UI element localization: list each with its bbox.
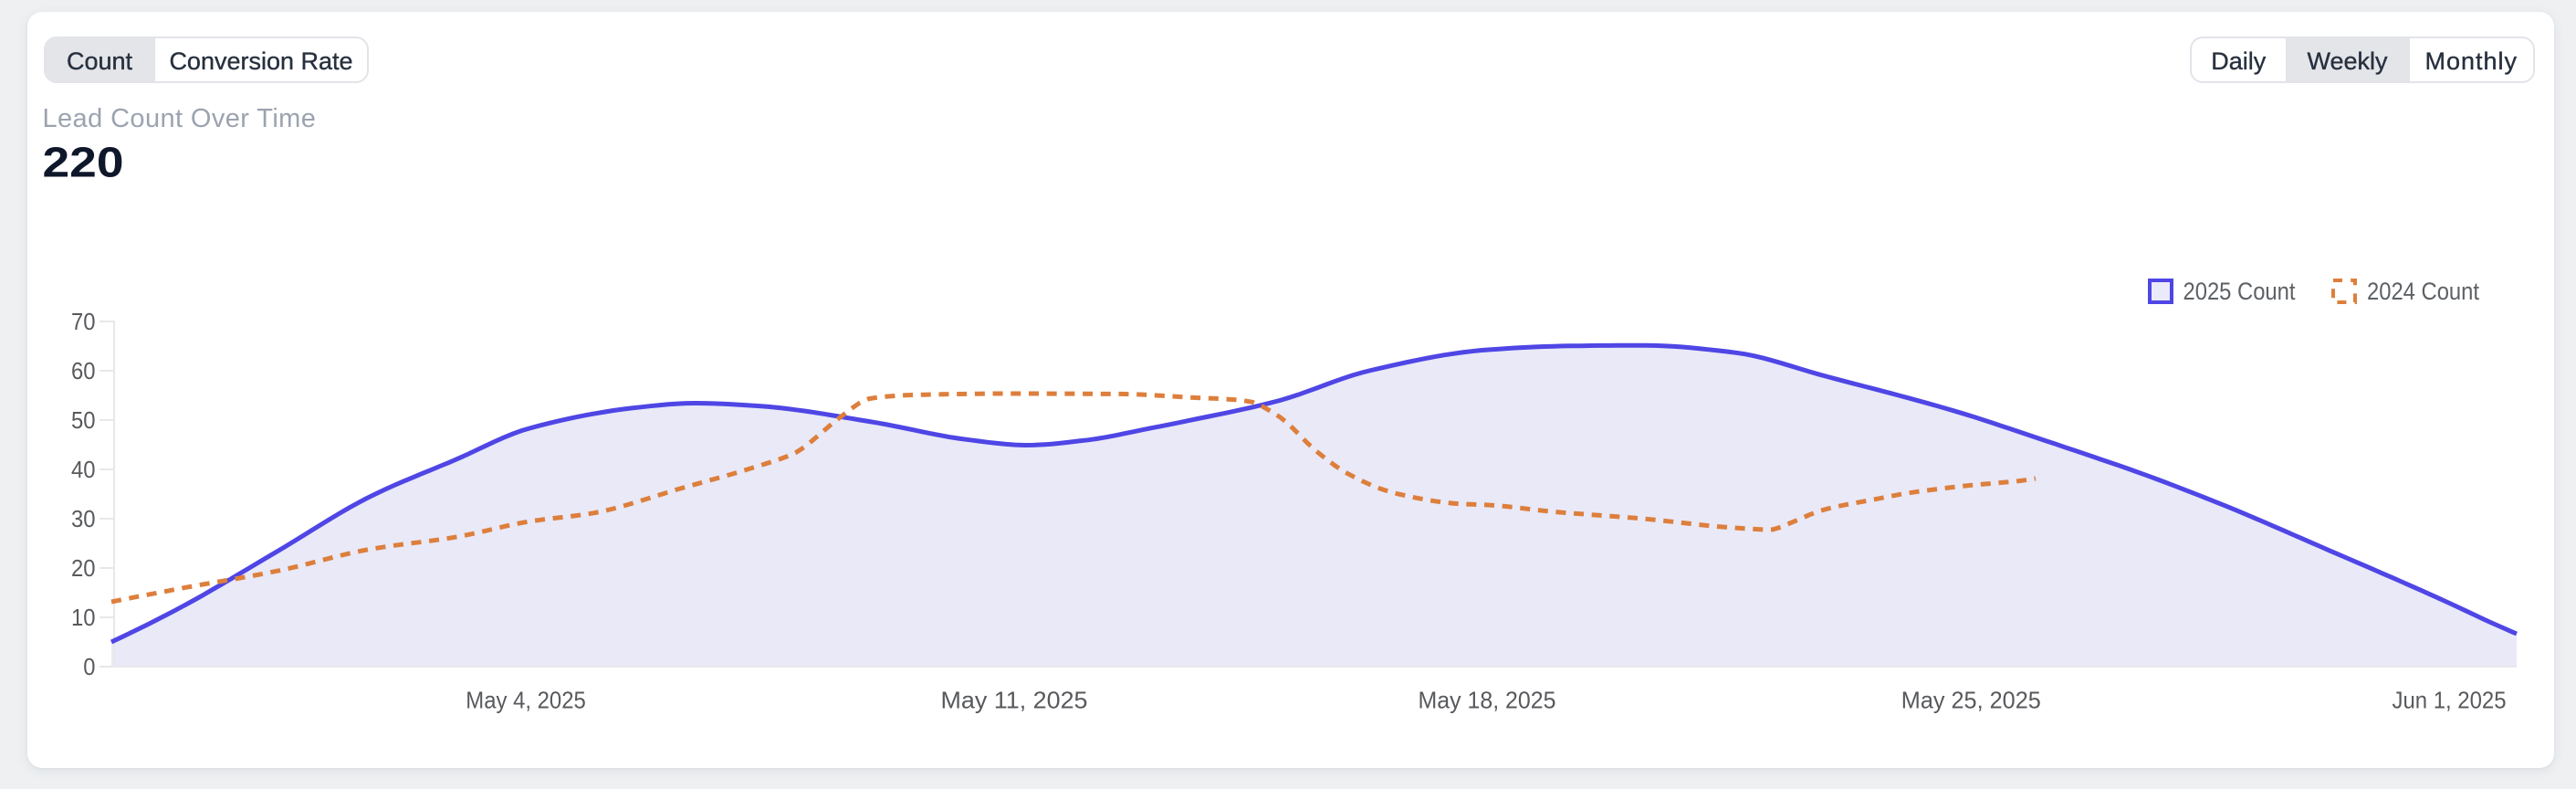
svg-text:70: 70 xyxy=(71,308,96,335)
svg-text:May 4, 2025: May 4, 2025 xyxy=(466,687,586,714)
svg-text:220: 220 xyxy=(43,139,124,186)
svg-text:20: 20 xyxy=(71,554,96,582)
svg-text:30: 30 xyxy=(71,505,96,532)
svg-text:May 11, 2025: May 11, 2025 xyxy=(941,687,1088,714)
svg-text:50: 50 xyxy=(71,406,96,434)
svg-text:May 18, 2025: May 18, 2025 xyxy=(1419,687,1556,714)
svg-text:0: 0 xyxy=(83,653,95,680)
svg-text:2025 Count: 2025 Count xyxy=(2183,278,2297,305)
svg-text:Jun 1, 2025: Jun 1, 2025 xyxy=(2393,687,2507,714)
svg-text:Lead Count Over Time: Lead Count Over Time xyxy=(43,104,317,133)
svg-text:May 25, 2025: May 25, 2025 xyxy=(1901,687,2041,714)
svg-text:60: 60 xyxy=(71,357,96,384)
svg-text:40: 40 xyxy=(71,456,96,483)
svg-text:2024 Count: 2024 Count xyxy=(2367,278,2480,305)
svg-text:10: 10 xyxy=(71,604,96,631)
